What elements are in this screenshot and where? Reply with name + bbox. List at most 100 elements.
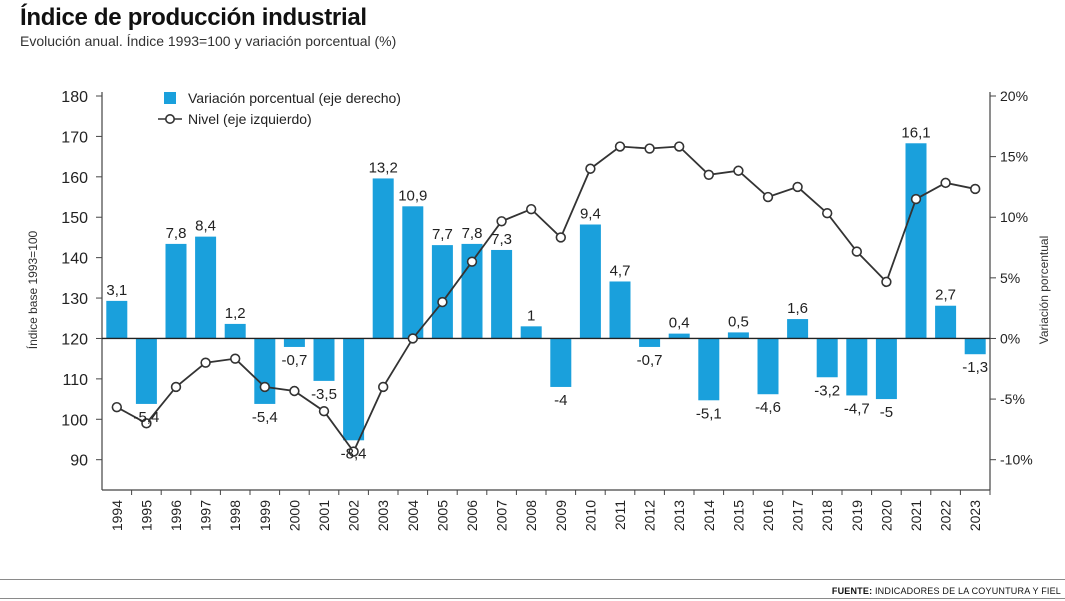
nivel-point-2012 [644, 143, 655, 154]
labels-layer: 3,1-5,47,8 8,41,2-5,4-0,7-3,5-8,413,210,9… [106, 124, 988, 462]
nivel-point-2022 [940, 177, 951, 189]
nivel-point-1996 [170, 381, 182, 393]
bar-label-2009: -4 [554, 392, 567, 409]
x-tick-label-2000: 2000 [286, 500, 302, 531]
x-tick-label-2018: 2018 [819, 500, 835, 531]
y-left-tick-label: 160 [61, 170, 88, 187]
legend-line-label: Nivel (eje izquierdo) [188, 111, 312, 127]
axes-layer: 1801701601501401301201101009020%15%10%5%… [61, 88, 1032, 531]
bar-label-1996: 7,8 [166, 225, 187, 242]
x-tick-label-2007: 2007 [494, 500, 510, 531]
y-left-tick-label: 100 [61, 412, 88, 429]
nivel-line [116, 145, 976, 454]
bar-2014 [698, 338, 720, 401]
nivel-point-2014 [703, 169, 714, 181]
x-tick-label-2015: 2015 [730, 500, 746, 531]
x-tick-label-2022: 2022 [938, 500, 954, 531]
nivel-point-2013 [673, 141, 685, 152]
line-layer [111, 141, 981, 457]
bar-label-2023: -1,3 [962, 359, 988, 376]
bar-label-2011: 4,7 [610, 262, 631, 279]
nivel-point-1998 [230, 353, 241, 364]
bar-1995 [135, 338, 157, 404]
nivel-point-2002 [348, 446, 359, 457]
bars-layer [106, 143, 986, 441]
x-tick-label-2021: 2021 [908, 500, 924, 531]
nivel-point-2003 [378, 381, 389, 393]
y-right-tick-label: 15% [1000, 149, 1028, 165]
bar-2022 [935, 305, 957, 339]
y-left-tick-label: 150 [61, 210, 88, 227]
bar-2017 [787, 319, 809, 339]
x-tick-label-1995: 1995 [138, 500, 154, 531]
y-left-tick-label: 90 [70, 453, 88, 470]
bar-label-2000: -0,7 [281, 352, 307, 369]
bar-label-2013: 0,4 [669, 315, 690, 332]
footer-divider-top [0, 579, 1065, 580]
bar-label-2006: 7,8 [462, 225, 483, 242]
nivel-point-2015 [733, 165, 744, 176]
y-right-tick-label: -5% [1000, 391, 1025, 407]
bar-2009 [550, 338, 572, 387]
y-right-tick-label: 10% [1000, 209, 1028, 225]
bar-2015 [727, 332, 749, 339]
source-note: FUENTE: INDICADORES DE LA COYUNTURA Y FI… [832, 586, 1061, 596]
legend-line-marker [165, 114, 176, 125]
source-label: FUENTE: [831, 586, 873, 596]
nivel-point-1995 [141, 418, 152, 429]
legend-bar-label: Variación porcentual (eje derecho) [188, 90, 401, 106]
bar-2016 [757, 338, 779, 395]
nivel-point-2020 [881, 276, 892, 288]
nivel-point-2000 [289, 385, 300, 397]
nivel-point-2001 [318, 406, 330, 417]
bar-2000 [283, 338, 305, 347]
x-tick-label-2009: 2009 [553, 500, 569, 531]
x-tick-label-2016: 2016 [760, 500, 776, 531]
bar-label-2020: -5 [880, 404, 893, 421]
bar-label-2012: -0,7 [637, 352, 663, 369]
x-tick-label-1998: 1998 [227, 500, 243, 531]
y-left-tick-label: 110 [62, 372, 88, 389]
bar-label-2017: 1,6 [787, 300, 808, 317]
y-left-tick-label: 140 [61, 251, 88, 268]
nivel-point-2021 [910, 193, 922, 205]
nivel-point-2007 [496, 216, 507, 227]
bar-2018 [816, 338, 838, 378]
y-right-tick-label: -10% [1000, 452, 1033, 468]
x-tick-label-2011: 2011 [612, 500, 628, 530]
x-tick-label-2003: 2003 [375, 500, 391, 531]
y-right-tick-label: 20% [1000, 88, 1028, 104]
y-axis-left-label: Índice base 1993=100 [25, 230, 40, 349]
nivel-point-2008 [525, 203, 537, 215]
x-tick-label-2001: 2001 [316, 500, 332, 531]
bar-2019 [846, 338, 868, 396]
x-tick-label-1997: 1997 [198, 500, 214, 531]
x-tick-label-2017: 2017 [790, 500, 806, 531]
bar-1999 [254, 338, 276, 404]
bar-label-1998: 1,2 [225, 305, 246, 322]
bar-label-2021: 16,1 [901, 124, 930, 141]
nivel-point-2010 [585, 163, 596, 174]
y-right-tick-label: 5% [1000, 270, 1020, 286]
bar-2007 [491, 249, 513, 339]
y-left-tick-label: 180 [61, 89, 88, 106]
chart-title: Índice de producción industrial [20, 4, 367, 31]
nivel-point-2006 [466, 256, 478, 267]
x-tick-label-2019: 2019 [849, 500, 865, 531]
nivel-point-1994 [111, 401, 123, 413]
x-tick-label-2014: 2014 [701, 500, 717, 531]
bar-2010 [579, 224, 601, 339]
bar-2001 [313, 338, 335, 381]
x-tick-label-2004: 2004 [405, 500, 421, 531]
nivel-point-2004 [407, 333, 418, 344]
y-left-tick-label: 120 [61, 331, 88, 348]
bar-2023 [964, 338, 986, 355]
nivel-point-2011 [614, 141, 626, 152]
bar-label-2004: 10,9 [398, 187, 427, 204]
x-tick-label-1994: 1994 [109, 500, 125, 531]
bar-label-2016: -4,6 [755, 399, 781, 416]
x-tick-label-2012: 2012 [642, 500, 658, 531]
bar-label-2001: -3,5 [311, 386, 337, 403]
x-tick-label-1996: 1996 [168, 500, 184, 531]
x-tick-label-2006: 2006 [464, 500, 480, 531]
